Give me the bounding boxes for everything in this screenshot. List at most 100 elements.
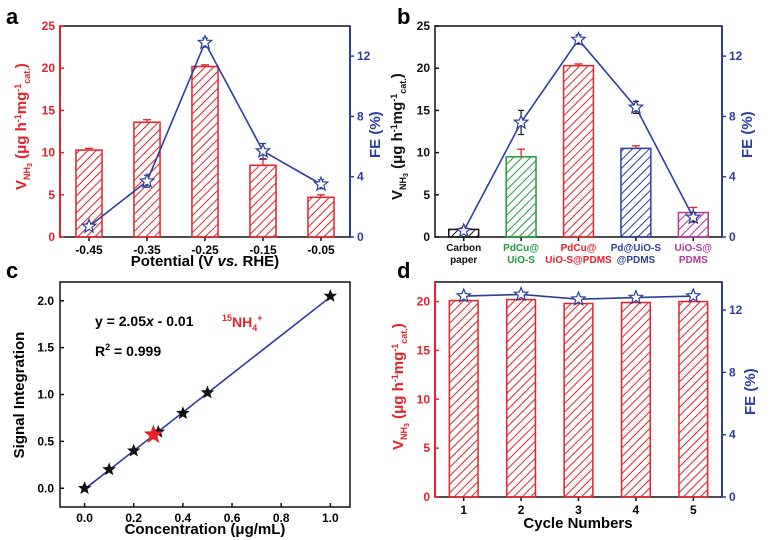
panel-a-x-ticks: -0.45 -0.35 -0.25 -0.15 -0.05 <box>75 237 335 257</box>
fe-star-marker <box>80 217 98 234</box>
panel-a-ylabel: VNH3 (μg h-1mg-1cat.) <box>13 63 34 190</box>
left-tick-label: 10 <box>42 146 56 160</box>
fe-star-marker <box>312 175 330 192</box>
calibration-point <box>323 289 338 302</box>
x-tick-label-line2: UiO-S <box>507 255 535 266</box>
panel-a-label: a <box>6 4 19 29</box>
panel-b-label: b <box>397 4 410 29</box>
left-tick-label: 5 <box>423 188 430 202</box>
x-tick-label: 5 <box>690 503 697 517</box>
bar <box>563 302 594 498</box>
panel-a-xlabel: Potential (V vs. RHE) <box>131 253 279 270</box>
left-tick-label: 25 <box>417 19 431 33</box>
right-tick-label: 8 <box>729 109 736 123</box>
right-tick-label: 0 <box>729 490 736 504</box>
x-tick-label-line1: Pd@UiO-S <box>611 243 662 254</box>
fe-star-marker <box>196 33 214 50</box>
panel-d: d VNH3 (μg h-1mg-1cat.) FE (%) Cycle Num… <box>390 258 759 532</box>
right-tick-label: 8 <box>729 365 736 379</box>
left-tick-label: 10 <box>417 146 431 160</box>
y-tick-label: 1.0 <box>37 388 54 402</box>
x-tick-label-line2: PDMS <box>679 255 708 266</box>
panel-c: c Signal Integration Concentration (μg/m… <box>6 258 351 538</box>
fe-star-marker <box>254 142 272 159</box>
x-tick-label-line2: UiO-S@PDMS <box>545 255 612 266</box>
x-tick-label-line1: PdCu@ <box>503 243 539 254</box>
left-tick-label: 0 <box>423 490 430 504</box>
panel-d-ylabel-right: FE (%) <box>742 368 759 415</box>
panel-d-left-ticks: 0 5 10 15 20 <box>417 295 439 504</box>
x-tick-label: 3 <box>575 503 582 517</box>
bar <box>677 211 709 238</box>
x-tick-label: 1 <box>460 503 467 517</box>
panel-d-right-ticks: 0 4 8 12 <box>722 303 743 504</box>
right-tick-label: 4 <box>729 428 736 442</box>
calibration-point <box>102 462 116 476</box>
calibration-point <box>200 385 215 399</box>
calibration-point <box>176 406 190 419</box>
panel-b-ylabel: VNH3 (μg h-1mg-1cat.) <box>389 73 410 200</box>
x-tick-label: 0.2 <box>125 511 142 525</box>
bar <box>307 196 335 238</box>
bar <box>620 301 651 498</box>
y-tick-label: 0.5 <box>37 434 54 448</box>
sample-point <box>143 424 163 444</box>
bar <box>506 298 537 498</box>
x-tick-label-line1: UiO-S@ <box>675 243 713 254</box>
panel-a-left-ticks: 0 5 10 15 20 25 <box>42 19 64 244</box>
fe-star-marker <box>512 113 530 130</box>
left-tick-label: 10 <box>417 392 431 406</box>
panel-a: a VNH3 (μg h-1mg-1cat.) FE (%) Potential… <box>6 4 384 270</box>
right-tick-label: 4 <box>357 170 364 184</box>
x-tick-label: -0.15 <box>249 243 277 257</box>
fe-star-marker <box>684 287 702 304</box>
fe-star-marker <box>570 290 587 307</box>
panel-d-ylabel: VNH3 (μg h-1mg-1cat.) <box>390 323 411 450</box>
left-tick-label: 20 <box>417 295 431 309</box>
bar <box>249 164 277 238</box>
x-tick-label-line1: PdCu@ <box>561 243 597 254</box>
fe-star-marker <box>512 285 530 302</box>
panel-b: b VNH3 (μg h-1mg-1cat.) FE (%) 0 5 10 15 20 2… <box>389 4 756 266</box>
left-tick-label: 0 <box>48 230 55 244</box>
right-tick-label: 12 <box>357 49 371 63</box>
x-tick-label: 4 <box>633 503 640 517</box>
fe-star-marker <box>627 288 645 305</box>
panel-a-ylabel-right: FE (%) <box>367 111 384 158</box>
panel-a-bars <box>75 64 335 238</box>
fe-star-marker <box>570 30 587 47</box>
panel-b-bars <box>448 63 709 238</box>
panel-c-xlabel: Concentration (μg/mL) <box>125 521 286 538</box>
panel-a-fe-series <box>80 33 330 234</box>
x-tick-label: -0.05 <box>307 243 335 257</box>
left-tick-label: 25 <box>42 19 56 33</box>
panel-c-data <box>77 289 338 494</box>
left-tick-label: 5 <box>423 441 430 455</box>
panel-a-right-ticks: 0 4 8 12 <box>350 49 371 244</box>
calibration-point <box>126 443 141 457</box>
right-tick-label: 0 <box>357 230 364 244</box>
panel-d-fe-series <box>455 285 702 307</box>
x-tick-label: 0.6 <box>224 511 241 525</box>
panel-c-label: c <box>6 258 18 283</box>
panel-b-right-ticks: 0 4 8 12 <box>722 49 743 244</box>
bar <box>505 156 537 238</box>
panel-c-equation: y = 2.05x - 0.01 <box>95 313 194 329</box>
panel-b-ylabel-right: FE (%) <box>739 111 756 158</box>
x-tick-label: 0.0 <box>76 511 93 525</box>
x-tick-label: 0.8 <box>273 511 290 525</box>
x-tick-label: 0.4 <box>175 511 192 525</box>
panel-d-xlabel: Cycle Numbers <box>523 515 632 532</box>
bar <box>620 147 652 238</box>
bar <box>678 300 709 498</box>
y-tick-label: 1.5 <box>37 341 54 355</box>
left-tick-label: 15 <box>417 343 431 357</box>
panel-d-bars <box>448 298 709 498</box>
right-tick-label: 8 <box>357 109 364 123</box>
x-tick-label: -0.35 <box>133 243 161 257</box>
y-tick-label: 2.0 <box>37 294 54 308</box>
fe-star-marker <box>684 208 702 225</box>
x-tick-label: -0.25 <box>191 243 219 257</box>
right-tick-label: 12 <box>729 49 743 63</box>
